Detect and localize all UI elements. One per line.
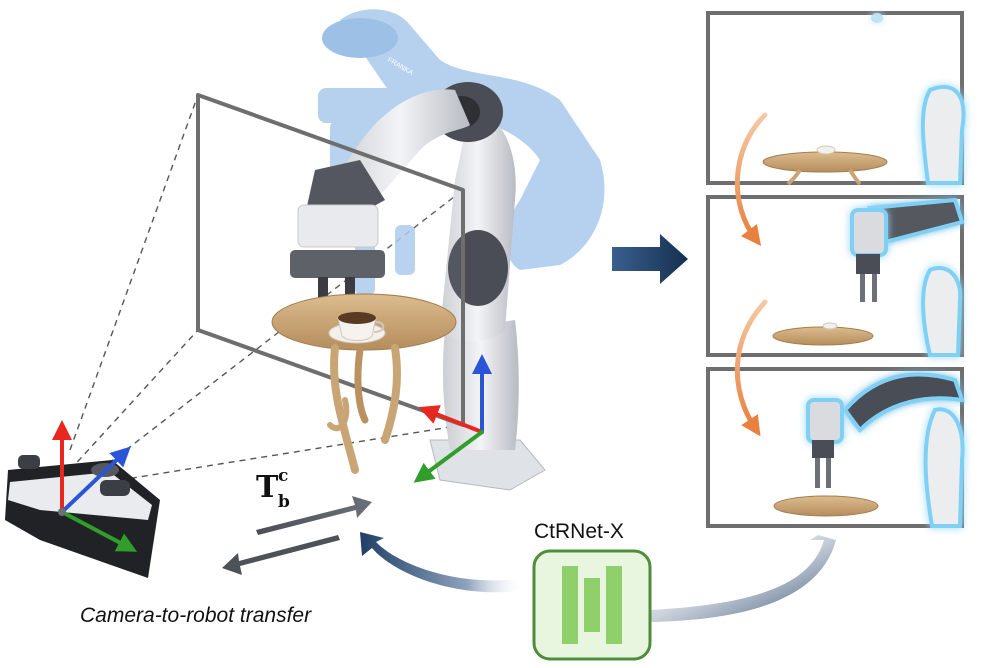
caption-text: Camera-to-robot transfer: [80, 604, 312, 627]
robot-base-axes: [413, 354, 492, 483]
camera-frustum: [69, 94, 464, 481]
transform-forward-arrow: [256, 496, 372, 535]
robot-axis-y: [413, 430, 484, 483]
camera-axis-z: [60, 446, 131, 514]
robot-axis-x: [418, 405, 484, 434]
transform-arrows: [222, 496, 372, 575]
camera-axes: [52, 420, 138, 552]
transform-symbol: T: [256, 470, 279, 505]
network-label: CtRNet-X: [534, 520, 624, 543]
panel-1: [706, 11, 966, 186]
transform-label: T c b: [256, 466, 290, 512]
coffee-cup-icon: [328, 312, 386, 344]
curved-arrow-icon: [734, 112, 768, 437]
feedback-arrow-left: [360, 532, 525, 593]
transform-backward-arrow: [222, 535, 340, 575]
transform-superscript: c: [278, 466, 289, 486]
network-icon: [532, 549, 652, 661]
right-arrow-icon: [612, 234, 688, 284]
camera-icon: [5, 455, 160, 578]
transform-subscript: b: [278, 492, 290, 512]
camera-axis-y: [60, 510, 138, 552]
feedback-arrow-right: [650, 535, 836, 622]
panel-3: [706, 367, 965, 528]
panel-2: [706, 195, 965, 357]
